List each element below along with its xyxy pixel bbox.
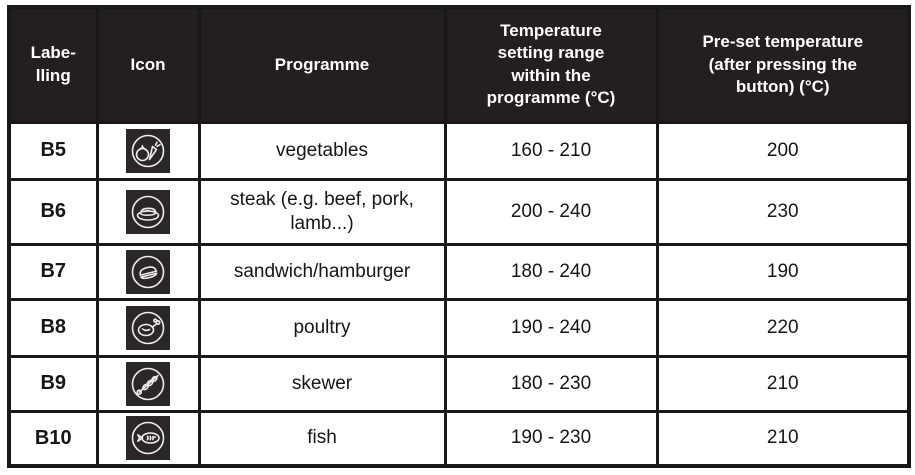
temp-range-cell: 160 - 210 [443, 120, 659, 181]
preset-temp-cell: 200 [655, 120, 911, 181]
column-header-temp-range: Temperature setting range within the pro… [443, 5, 659, 124]
column-header-programme: Programme [197, 5, 447, 124]
table-row: B7 sandwich/h [7, 242, 911, 301]
icon-cell [95, 120, 201, 181]
temp-range-cell: 180 - 230 [443, 354, 659, 413]
labelling-cell: B6 [7, 177, 99, 246]
programme-cell: fish [197, 409, 447, 468]
labelling-cell: B7 [7, 242, 99, 301]
column-header-preset-temp: Pre-set temperature (after pressing the … [655, 5, 911, 124]
icon-cell [95, 177, 201, 246]
table-row: B8 poultry 190 - 240 [7, 297, 911, 358]
programme-cell: sandwich/hamburger [197, 242, 447, 301]
labelling-cell: B5 [7, 120, 99, 181]
fish-icon [126, 416, 170, 461]
temp-range-cell: 180 - 240 [443, 242, 659, 301]
table-row: B9 skewer 180 - 230 [7, 354, 911, 413]
labelling-cell: B8 [7, 297, 99, 358]
preset-temp-cell: 220 [655, 297, 911, 358]
column-header-icon: Icon [95, 5, 201, 124]
preset-temp-cell: 190 [655, 242, 911, 301]
temp-range-cell: 200 - 240 [443, 177, 659, 246]
icon-cell [95, 354, 201, 413]
labelling-cell: B10 [7, 409, 99, 468]
skewer-icon [126, 361, 170, 406]
preset-temp-cell: 210 [655, 354, 911, 413]
steak-icon [126, 189, 170, 234]
programme-cell: poultry [197, 297, 447, 358]
preset-temp-cell: 210 [655, 409, 911, 468]
icon-cell [95, 297, 201, 358]
temp-range-cell: 190 - 230 [443, 409, 659, 468]
programme-cell: steak (e.g. beef, pork, lamb...) [197, 177, 447, 246]
table-row: B6 steak (e.g. beef, pork, lamb...) 200 … [7, 177, 911, 246]
table-row: B5 vegetables 160 - 210 200 [7, 120, 911, 181]
programme-cell: vegetables [197, 120, 447, 181]
icon-cell [95, 409, 201, 468]
table-body: B5 vegetables 160 - 210 200 [7, 120, 911, 468]
table-row: B10 fish 190 - 230 210 [7, 409, 911, 468]
temp-range-cell: 190 - 240 [443, 297, 659, 358]
poultry-icon [126, 305, 170, 350]
vegetables-icon [126, 128, 170, 173]
programme-cell: skewer [197, 354, 447, 413]
sandwich-icon [126, 249, 170, 294]
labelling-cell: B9 [7, 354, 99, 413]
preset-temp-cell: 230 [655, 177, 911, 246]
column-header-labelling: Labe- lling [7, 5, 99, 124]
grill-programme-table: Labe- lling Icon Programme Temperature s… [7, 5, 911, 468]
icon-cell [95, 242, 201, 301]
header-row: Labe- lling Icon Programme Temperature s… [7, 5, 911, 124]
table-header: Labe- lling Icon Programme Temperature s… [7, 5, 911, 124]
